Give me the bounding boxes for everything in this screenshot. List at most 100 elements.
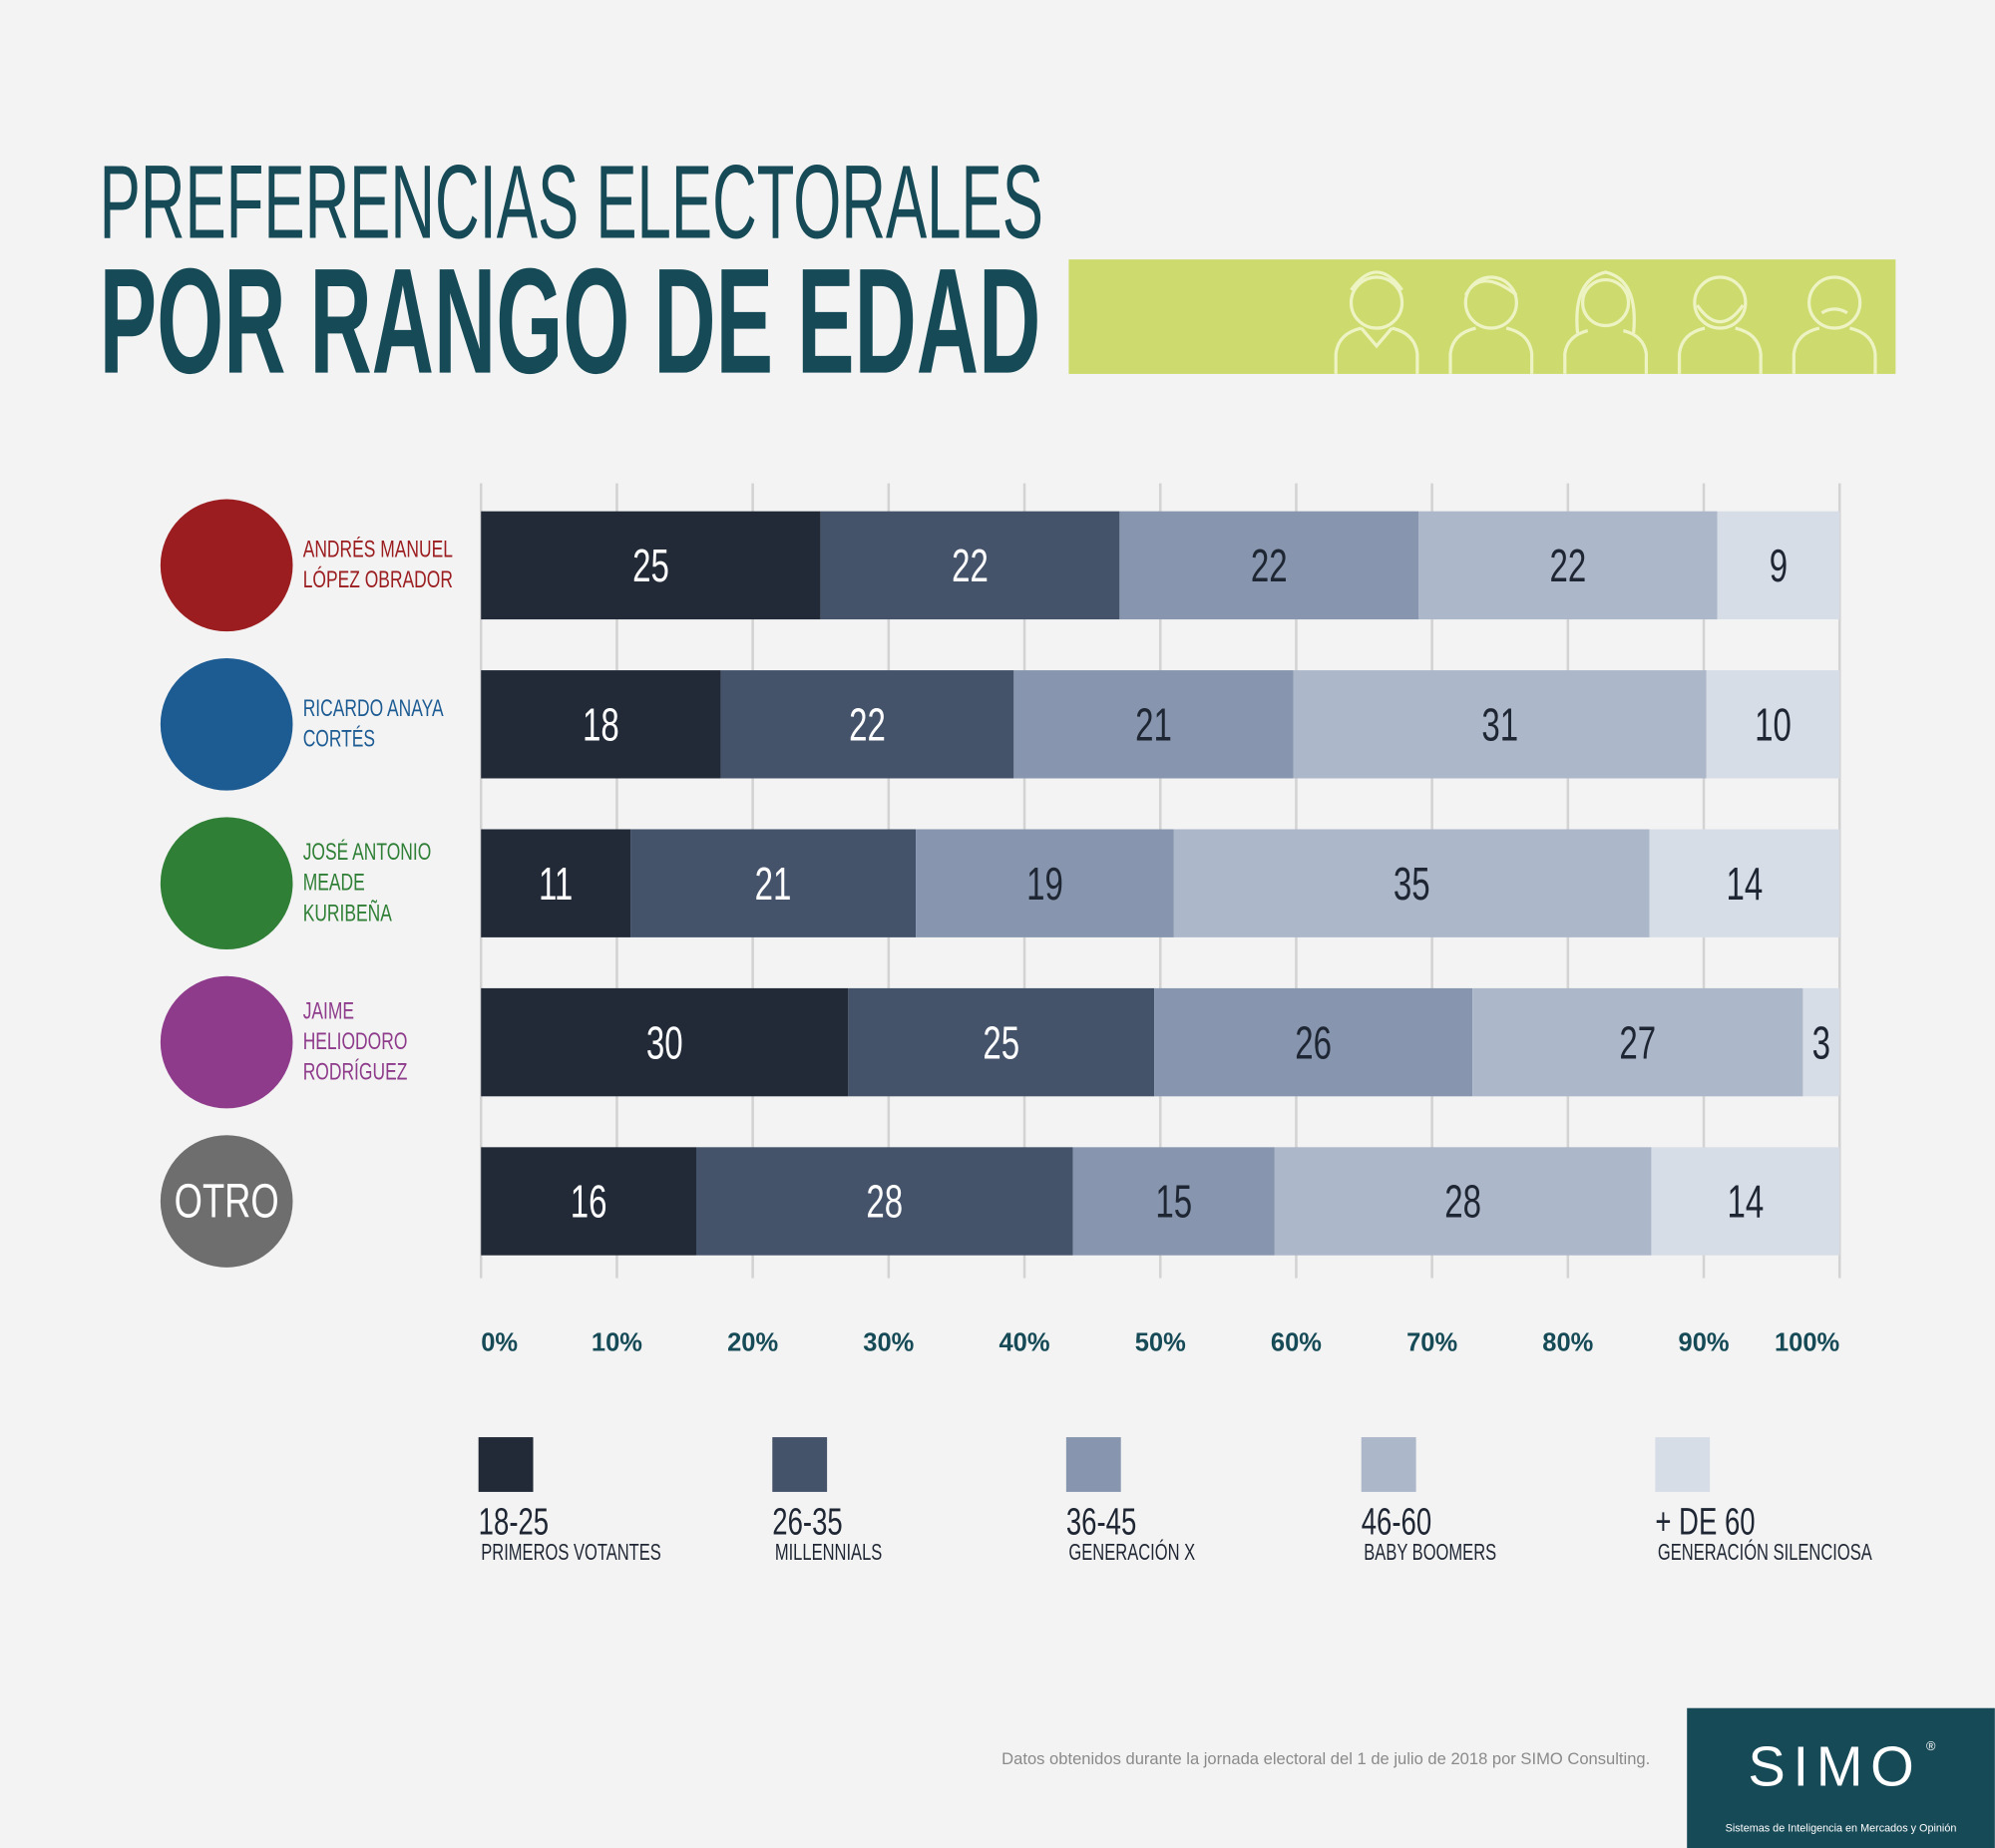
bar-segment [848,987,1155,1097]
value-label: 25 [632,542,669,591]
candidate-photo [160,499,293,632]
value-label: 26 [1295,1018,1332,1068]
banner [1068,259,1896,374]
value-label: 16 [571,1178,607,1228]
value-label: 31 [1481,700,1518,750]
candidate-photo [160,975,293,1109]
category-label-box: JAIME HELIODORO RODRÍGUEZ [303,991,533,1093]
plot: 0% 10% 20% 30% 40% 50% 60% 70% 80% 90% 100% ANDRÉS … [160,483,1872,1566]
person-icon [1677,275,1763,374]
category-label-wrap: ANDRÉS MANUEL LÓPEZ OBRADOR [303,515,533,616]
x-tick-label: 90% [1679,1329,1730,1357]
category-label-wrap: JOSÉ ANTONIO MEADE KURIBEÑA [303,833,533,934]
legend-description: BABY BOOMERS [1364,1541,1496,1566]
value-label: 10 [1755,700,1792,750]
bar-segment [1651,1147,1840,1256]
bar-segment [1293,670,1707,779]
legend-swatch [1361,1437,1416,1492]
bar-segment [1472,987,1803,1097]
legend-description: MILLENNIALS [775,1541,882,1566]
bar-segment [1274,1147,1652,1256]
legend-swatch [772,1437,828,1492]
x-tick-label: 40% [999,1329,1050,1357]
legend-description: GENERACIÓN SILENCIOSA [1658,1539,1872,1565]
logo-mark: ® [1926,1738,1936,1753]
banner-background [1068,259,1896,374]
value-label: 35 [1394,860,1430,910]
legend-label: 26-35 [772,1501,842,1543]
x-tick-label: 20% [727,1329,778,1357]
category-label: JOSÉ ANTONIO MEADE KURIBEÑA [302,839,432,927]
person-icon [1334,270,1419,374]
logo-tagline: Sistemas de Inteligencia en Mercados y O… [1726,1822,1957,1834]
value-label: 28 [866,1178,903,1228]
bar-segment [481,987,849,1097]
bar-segment [1649,829,1840,937]
candidate-photo [160,1135,293,1268]
category-label-box: JOSÉ ANTONIO MEADE KURIBEÑA [303,833,533,934]
value-label: 15 [1155,1178,1192,1228]
bar-segment [1154,987,1473,1097]
value-label: 22 [1251,542,1288,591]
value-label: 18 [583,700,619,750]
value-label: 21 [755,860,792,910]
x-tick-label: 0% [481,1329,518,1357]
chart-subtitle: POR RANGO DE EDAD [100,237,1041,405]
logo-name: SIMO [1748,1735,1921,1798]
value-label: 22 [849,700,886,750]
category-label-wrap: JAIME HELIODORO RODRÍGUEZ [303,991,533,1093]
x-tick-label: 50% [1135,1329,1186,1357]
bar-segment [630,829,917,937]
category-label: RICARDO ANAYA CORTÉS [302,694,443,753]
value-label: 30 [646,1018,683,1068]
category-label: ANDRÉS MANUEL LÓPEZ OBRADOR [302,536,453,593]
candidate-photo [160,817,293,950]
legend-label: 36-45 [1066,1501,1136,1543]
x-tick-label: 70% [1406,1329,1457,1357]
x-tick-label: 80% [1542,1329,1593,1357]
person-icon [1448,275,1534,374]
value-label: 9 [1770,542,1788,591]
value-label: 22 [1549,542,1586,591]
bar-segment [481,1147,696,1256]
legend-label: 46-60 [1362,1501,1431,1543]
bar-segment [481,829,631,937]
legend-swatch [1655,1437,1711,1492]
people-icons [1334,270,1877,374]
legend-swatch [1065,1437,1121,1492]
legend-description: GENERACIÓN X [1068,1539,1195,1565]
bar-segment [481,511,821,620]
value-label: 14 [1727,860,1764,910]
legend-label: + DE 60 [1655,1501,1755,1543]
bar-segment [695,1147,1073,1256]
x-tick-label: 30% [863,1329,914,1357]
value-label: 19 [1026,860,1063,910]
legend-label: 18-25 [479,1501,549,1543]
value-label: 11 [539,860,573,910]
candidate-photo [160,657,293,791]
bar-segment [1119,511,1419,620]
bar-segment [916,829,1174,937]
value-label: 27 [1619,1018,1656,1068]
chart-title: PREFERENCIAS ELECTORALES [100,144,1043,260]
legend-description: PRIMEROS VOTANTES [481,1541,661,1566]
bar-segment [1418,511,1718,620]
x-tick-label: 100% [1775,1329,1839,1357]
category-label: OTRO [175,1174,279,1228]
bar-segment [720,670,1014,779]
bar-segment [1072,1147,1275,1256]
value-label: 25 [983,1018,1019,1068]
bar-segment [481,670,721,779]
bar-segment [820,511,1120,620]
value-label: 3 [1812,1018,1830,1068]
x-tick-label: 60% [1271,1329,1322,1357]
category-label-box: ANDRÉS MANUEL LÓPEZ OBRADOR [303,515,533,616]
logo-background [1687,1707,1995,1848]
value-label: 22 [952,542,989,591]
category-label: JAIME HELIODORO RODRÍGUEZ [302,997,408,1086]
bar-segment [1013,670,1294,779]
person-icon [1792,275,1877,374]
person-icon [1563,270,1648,374]
x-tick-label: 10% [592,1329,642,1357]
